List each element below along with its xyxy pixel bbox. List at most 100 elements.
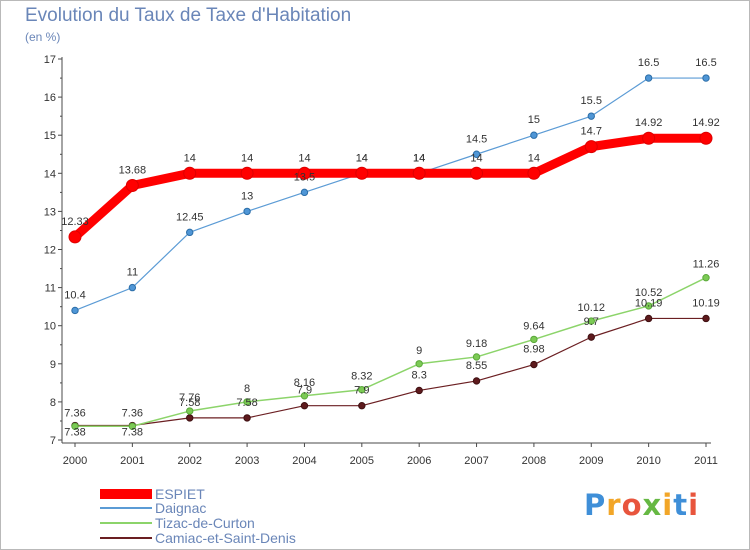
data-point [472, 353, 481, 361]
data-point [530, 335, 538, 344]
data-label: 13.68 [119, 164, 147, 176]
data-label: 13.5 [294, 171, 315, 183]
data-point [702, 314, 710, 323]
data-point [702, 74, 710, 82]
data-point [472, 377, 481, 385]
y-tick-label: 13 [44, 206, 56, 218]
data-label: 14.5 [466, 133, 487, 145]
data-label: 11 [127, 267, 138, 279]
legend-label: Daignac [155, 500, 207, 516]
data-point [243, 207, 251, 216]
x-tick-label: 2001 [120, 455, 144, 467]
data-point [412, 166, 426, 180]
data-point [584, 140, 598, 154]
data-label: 7.58 [236, 397, 257, 409]
data-label: 14 [298, 152, 310, 164]
data-point [415, 386, 423, 395]
data-label: 16.5 [638, 57, 659, 69]
data-label: 14.7 [581, 126, 602, 138]
x-tick-label: 2007 [464, 455, 488, 467]
y-tick-label: 9 [50, 359, 56, 371]
data-label: 8.32 [351, 371, 372, 383]
data-point [415, 360, 423, 368]
data-label: 9 [416, 345, 422, 357]
logo-letter: i [662, 488, 674, 522]
data-point [183, 166, 197, 180]
series-line-espiet [70, 133, 711, 242]
data-point [587, 317, 595, 325]
x-tick-label: 2009 [579, 455, 603, 467]
y-tick-label: 17 [44, 54, 56, 66]
data-point [472, 150, 481, 158]
data-point [300, 392, 309, 400]
data-point [702, 273, 710, 282]
data-point [128, 283, 137, 292]
data-label: 14 [470, 152, 482, 164]
data-point [300, 402, 309, 410]
data-label: 10.12 [578, 302, 606, 314]
data-label: 10.52 [635, 287, 663, 299]
data-label: 10.4 [64, 289, 85, 301]
data-label: 7.36 [64, 407, 85, 419]
data-point [128, 422, 137, 430]
data-label: 12.33 [61, 216, 89, 228]
x-tick-label: 2011 [694, 455, 718, 467]
data-label: 14 [413, 152, 425, 164]
data-point [587, 112, 595, 120]
data-label: 13 [241, 190, 253, 202]
legend-swatch [100, 537, 152, 539]
series-line-camiac-et-saint-denis [74, 317, 707, 427]
y-tick-label: 14 [44, 168, 56, 180]
legend-swatch [100, 507, 152, 509]
data-label: 7.58 [179, 397, 200, 409]
data-point [68, 230, 82, 244]
data-label: 7.9 [297, 385, 312, 397]
logo-letter: r [606, 488, 622, 522]
series-line-daignac [74, 77, 707, 312]
data-point [71, 306, 79, 315]
legend-label: Tizac-de-Curton [155, 515, 255, 531]
data-label: 10.19 [635, 297, 663, 309]
data-label: 7.76 [179, 392, 200, 404]
data-label: 8.16 [294, 377, 315, 389]
logo-letter: i [688, 488, 700, 522]
data-point [530, 131, 538, 139]
logo-letter: x [642, 488, 663, 522]
data-label: 9.64 [523, 320, 544, 332]
data-point [186, 407, 194, 415]
data-point [530, 360, 538, 369]
legend-swatch [100, 489, 152, 499]
x-tick-label: 2010 [636, 455, 660, 467]
data-point [243, 414, 251, 422]
data-label: 7.38 [122, 427, 143, 439]
x-tick-label: 2003 [235, 455, 259, 467]
data-point [297, 166, 311, 180]
x-tick-label: 2005 [350, 455, 374, 467]
logo-letter: t [673, 488, 689, 522]
y-tick-label: 11 [45, 283, 56, 295]
data-label: 8.3 [412, 369, 427, 381]
y-tick-label: 12 [44, 245, 56, 257]
y-tick-label: 7 [50, 435, 56, 447]
x-tick-label: 2006 [407, 455, 431, 467]
proxiti-logo: Proxiti [584, 488, 699, 522]
data-label: 12.45 [176, 211, 204, 223]
data-point [699, 131, 713, 145]
data-point [587, 333, 595, 341]
x-tick-label: 2008 [522, 455, 546, 467]
unit-label: (en %) [25, 30, 61, 44]
data-label: 8.55 [466, 360, 487, 372]
data-point [186, 228, 194, 237]
data-point [644, 314, 653, 323]
data-label: 14 [356, 152, 368, 164]
y-tick-label: 15 [44, 130, 56, 142]
data-label: 7.36 [122, 407, 143, 419]
data-label: 9.18 [466, 338, 487, 350]
data-point [358, 386, 366, 394]
x-tick-label: 2002 [177, 455, 201, 467]
legend-swatch [100, 522, 152, 524]
y-tick-label: 10 [44, 321, 56, 333]
data-label: 16.5 [695, 57, 716, 69]
data-label: 14 [184, 152, 196, 164]
